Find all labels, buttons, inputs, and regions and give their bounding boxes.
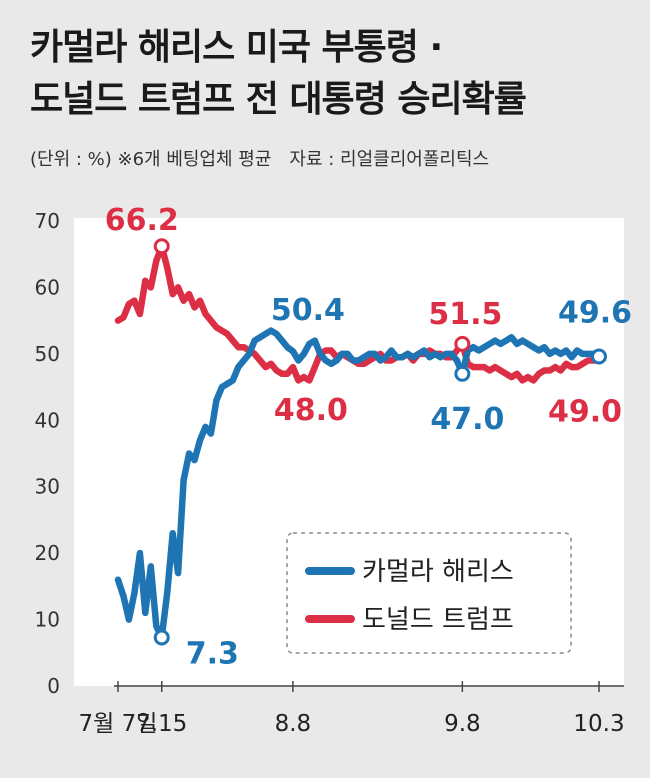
harris-data-label: 7.3 (186, 637, 239, 672)
series-markers (153, 238, 607, 646)
title-line-2: 도널드 트럼프 전 대통령 승리확률 (30, 79, 527, 120)
series-lines (114, 242, 603, 641)
unit-note: (단위 : %) ※6개 베팅업체 평균 (30, 149, 272, 170)
y-tick-label: 30 (35, 475, 60, 499)
trump-series-line (114, 242, 603, 384)
x-axis: 7월 7일7.15 8.8 9.8 10.3 (79, 681, 625, 737)
y-tick-label: 60 (35, 275, 60, 299)
legend-box (286, 532, 572, 654)
trump-data-label: 66.2 (105, 203, 179, 238)
harris-series-line (114, 327, 603, 641)
harris-legend-label: 카멀라 해리스 (362, 557, 514, 587)
x-tick-label: 7월 7일 (79, 711, 158, 737)
trump-data-label: 51.5 (428, 297, 502, 332)
y-tick-label: 70 (35, 209, 60, 233)
y-tick-label: 10 (35, 608, 60, 632)
source-note: 자료 : 리얼클리어폴리틱스 (289, 149, 490, 170)
harris-data-label: 50.4 (271, 293, 345, 328)
y-tick-label: 0 (47, 674, 60, 698)
y-axis: 0 10 20 30 40 50 60 70 (35, 209, 60, 698)
subtitle: (단위 : %) ※6개 베팅업체 평균 자료 : 리얼클리어폴리틱스 (30, 145, 489, 171)
x-tick-label: 9.8 (444, 711, 481, 737)
trump-point-marker (153, 238, 170, 255)
harris-point-marker (454, 365, 471, 382)
harris-point-marker (591, 348, 607, 365)
trump-point-marker (454, 335, 471, 352)
harris-point-marker (153, 629, 170, 646)
data-labels: 66.2 7.3 50.4 48.0 51.5 47.0 49.6 49.0 (105, 203, 632, 671)
chart-title: 카멀라 해리스 미국 부통령 · 도널드 트럼프 전 대통령 승리확률 (30, 22, 527, 126)
harris-data-label: 47.0 (430, 402, 504, 437)
trump-data-label: 49.0 (548, 395, 622, 430)
x-tick-label: 10.3 (573, 711, 624, 737)
x-tick-label: 7.15 (136, 711, 187, 737)
trump-data-label: 48.0 (274, 393, 348, 428)
y-tick-label: 40 (35, 408, 60, 432)
harris-data-label: 49.6 (558, 296, 632, 331)
trump-legend-label: 도널드 트럼프 (362, 605, 514, 635)
y-tick-label: 20 (35, 541, 60, 565)
title-line-1: 카멀라 해리스 미국 부통령 · (30, 27, 443, 68)
y-tick-label: 50 (35, 342, 60, 366)
x-tick-label: 8.8 (275, 711, 312, 737)
